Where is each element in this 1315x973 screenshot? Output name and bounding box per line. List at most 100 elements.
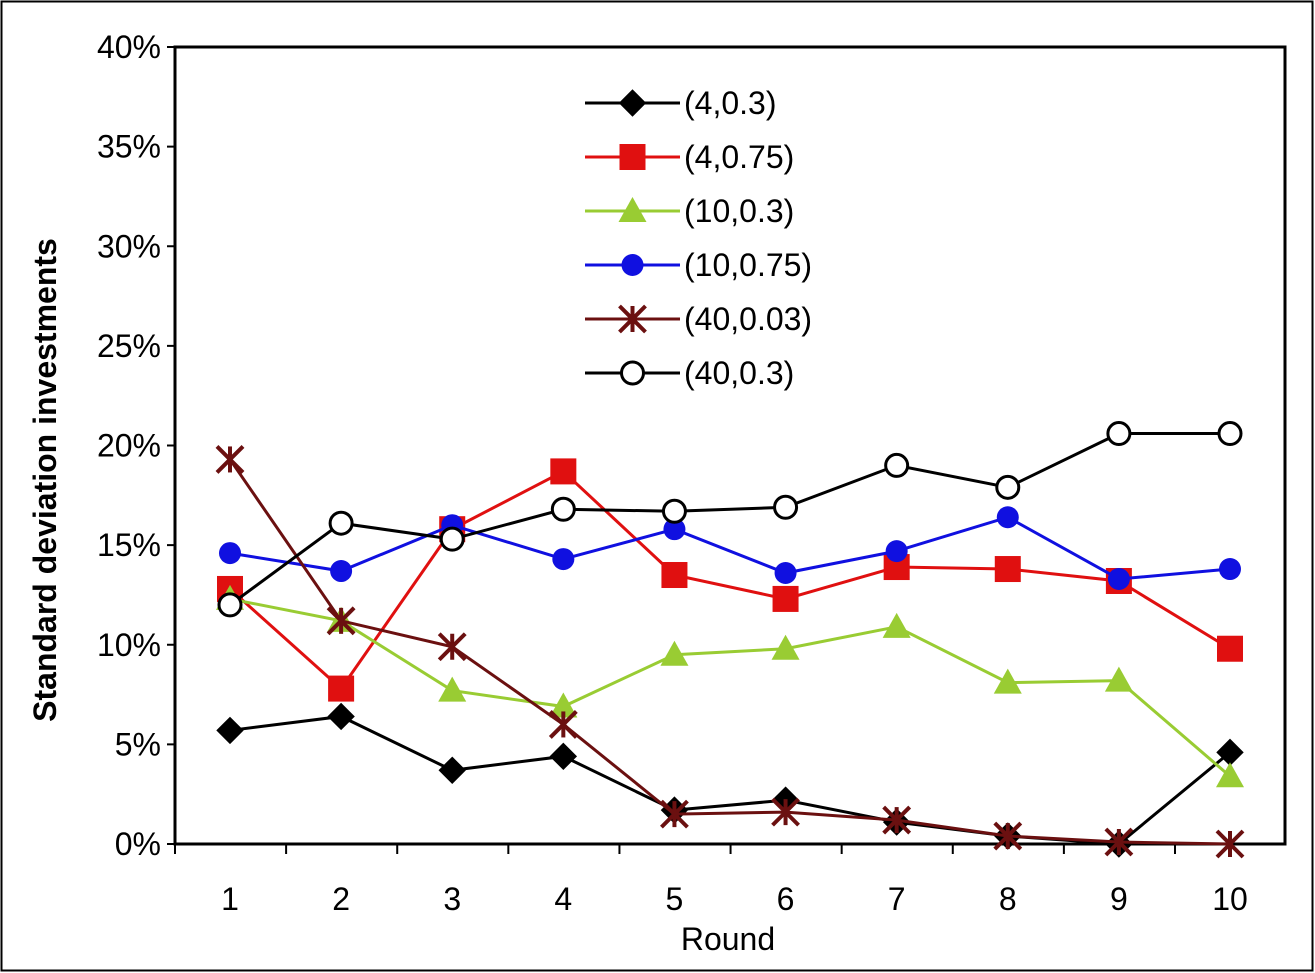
legend-label: (10,0.75) (684, 247, 812, 283)
data-point (996, 506, 1019, 529)
data-point (327, 702, 355, 731)
x-axis-title: Round (681, 921, 775, 957)
y-tick-label: 30% (97, 228, 161, 264)
series-5 (217, 421, 1243, 618)
legend: (4,0.3) (4,0.75) (10,0.3) (10,0.75) (40,0.03… (585, 85, 812, 391)
data-point (552, 548, 575, 571)
x-tick-label: 6 (777, 881, 795, 917)
plot-area (173, 45, 1287, 846)
x-tick-label: 3 (443, 881, 461, 917)
y-axis-ticks: 0% 5% 10% 15% 20% 25% 30% 35% 40% (97, 29, 175, 862)
legend-item: (4,0.75) (585, 139, 794, 175)
y-tick-label: 25% (97, 328, 161, 364)
x-tick-label: 8 (999, 881, 1017, 917)
series-4 (215, 445, 1245, 859)
data-point (884, 452, 910, 478)
y-tick-label: 35% (97, 129, 161, 165)
data-point (550, 496, 576, 522)
data-point (661, 562, 688, 589)
data-point (439, 526, 465, 552)
x-tick-label: 2 (332, 881, 350, 917)
data-point (882, 805, 912, 835)
legend-item: (40,0.03) (585, 301, 812, 337)
legend-label: (10,0.3) (684, 193, 794, 229)
data-point (771, 634, 800, 660)
data-point (438, 676, 467, 702)
x-tick-label: 9 (1110, 881, 1128, 917)
data-point (550, 458, 577, 485)
data-point (219, 542, 241, 565)
data-point (438, 756, 466, 784)
x-tick-label: 4 (554, 881, 572, 917)
y-tick-label: 10% (97, 627, 161, 663)
series-line (229, 432, 1230, 607)
data-point (326, 606, 356, 636)
legend-marker (618, 89, 647, 117)
series-line (229, 515, 1231, 581)
y-tick-label: 0% (115, 826, 161, 862)
legend-marker (620, 360, 645, 386)
series-layer (215, 421, 1245, 859)
x-tick-label: 1 (221, 881, 239, 917)
data-point (1106, 421, 1132, 447)
data-point (882, 612, 911, 638)
series-line (228, 469, 1231, 691)
legend-label: (40,0.3) (684, 355, 794, 391)
data-point (1104, 666, 1133, 692)
legend-label: (40,0.03) (684, 301, 812, 337)
legend-label: (4,0.3) (684, 85, 776, 121)
data-point (1104, 827, 1134, 857)
data-point (993, 668, 1022, 694)
data-point (437, 632, 467, 662)
data-point (663, 518, 686, 541)
y-tick-label: 5% (115, 726, 161, 762)
x-axis-ticks: 1 2 3 4 5 6 7 8 9 10 (174, 844, 1248, 917)
data-point (994, 556, 1021, 583)
data-point (660, 640, 689, 666)
data-point (549, 742, 578, 771)
data-point (549, 692, 578, 718)
legend-marker (618, 197, 647, 222)
data-point (1217, 635, 1243, 662)
legend-item: (10,0.75) (585, 247, 812, 283)
legend-item: (4,0.3) (585, 85, 776, 121)
data-point (216, 716, 244, 745)
data-point (1219, 558, 1241, 581)
x-tick-label: 10 (1212, 881, 1248, 917)
y-axis-title: Standard deviation investments (27, 238, 63, 722)
data-point (773, 494, 799, 520)
series-line (229, 597, 1231, 778)
legend-marker (621, 254, 644, 276)
data-point (660, 799, 689, 829)
y-tick-label: 40% (97, 29, 161, 65)
legend-label: (4,0.75) (684, 139, 794, 175)
data-point (774, 562, 797, 585)
data-point (328, 675, 355, 702)
data-point (215, 445, 245, 474)
data-point (993, 821, 1023, 851)
data-point (328, 510, 354, 536)
y-tick-label: 20% (97, 428, 161, 464)
x-tick-label: 5 (666, 881, 684, 917)
data-point (1215, 829, 1245, 859)
data-point (1107, 567, 1130, 590)
data-point (771, 797, 800, 827)
legend-marker (618, 304, 647, 334)
series-line (228, 458, 1231, 846)
y-tick-label: 15% (97, 527, 161, 563)
legend-item: (40,0.3) (585, 355, 794, 391)
data-point (548, 710, 578, 739)
data-point (995, 474, 1021, 500)
data-point (772, 585, 799, 612)
data-point (661, 498, 687, 524)
data-point (1217, 421, 1243, 447)
data-point (1216, 762, 1244, 788)
x-tick-label: 7 (888, 881, 906, 917)
legend-marker (619, 144, 646, 170)
data-point (885, 540, 908, 563)
data-point (217, 592, 243, 618)
data-point (330, 560, 353, 583)
legend-item: (10,0.3) (585, 193, 794, 229)
